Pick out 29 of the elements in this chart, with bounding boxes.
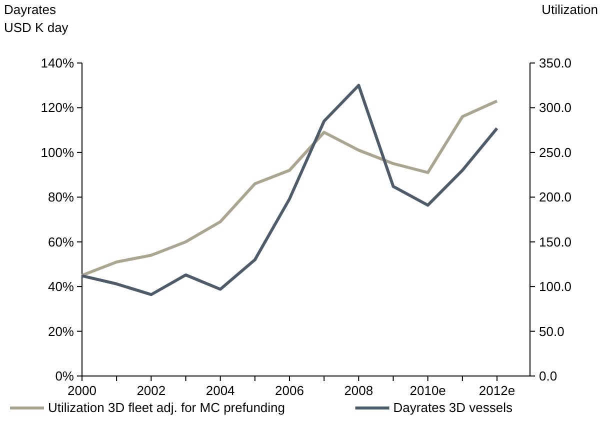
y2-tick-label: 150.0 <box>539 234 572 250</box>
y2-tick-label: 250.0 <box>539 144 572 160</box>
x-tick-label: 2012e <box>478 383 516 398</box>
x-tick-label: 2006 <box>275 383 304 398</box>
y2-tick-label: 300.0 <box>539 100 572 116</box>
y2-tick-label: 200.0 <box>539 190 572 205</box>
x-tick-label: 2008 <box>344 383 374 398</box>
line-series <box>80 100 498 277</box>
y-axis-title: Dayrates USD K day <box>4 2 69 35</box>
x-tick-label: 2002 <box>136 383 166 398</box>
y2-tick-label: 0.0 <box>539 368 558 384</box>
x-tick-label: 2000 <box>68 383 96 398</box>
legend-label: Dayrates 3D vessels <box>393 400 514 415</box>
legend-label: Utilization 3D fleet adj. for MC prefunding <box>48 400 286 415</box>
y2-tick-label: 100.0 <box>539 279 572 294</box>
y2-tick-label: 350.0 <box>539 56 572 70</box>
y2-axis-title: Utilization <box>542 2 598 17</box>
x-tick-label: 2004 <box>206 383 235 398</box>
y-tick-label: 140% <box>40 56 74 70</box>
y-tick-label: 80% <box>48 190 74 205</box>
y-tick-label: 40% <box>48 279 74 294</box>
y-tick-label: 60% <box>48 234 74 250</box>
y-tick-label: 0% <box>55 368 74 384</box>
y2-tick-label: 50.0 <box>539 324 564 339</box>
x-tick-label: 2010e <box>410 383 446 398</box>
y-tick-label: 100% <box>40 144 74 160</box>
y-tick-label: 20% <box>48 324 74 339</box>
line-series <box>80 84 498 296</box>
y-tick-label: 120% <box>40 100 74 116</box>
